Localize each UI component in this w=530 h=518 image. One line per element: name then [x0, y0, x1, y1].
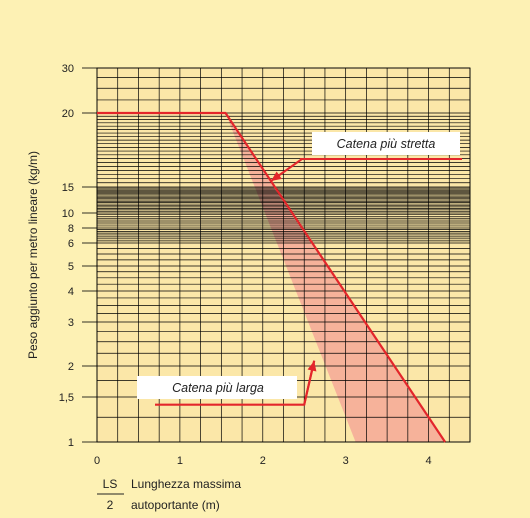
- y-axis-title: Peso aggiunto per metro lineare (kg/m): [26, 151, 40, 359]
- y-tick-label: 5: [68, 261, 74, 273]
- x-tick-label: 0: [94, 455, 100, 467]
- y-tick-labels: 1 1,5 2 3 4 5 6 8 10 15 20 30: [59, 63, 97, 449]
- x-axis-title: LS 2 Lunghezza massima autoportante (m): [97, 477, 241, 512]
- y-tick-label: 20: [62, 108, 74, 120]
- y-tick-label: 4: [68, 286, 74, 298]
- x-axis-title-2: 2: [107, 498, 114, 512]
- x-tick-labels: 0 1 2 3 4: [94, 455, 432, 467]
- y-tick-label: 2: [68, 361, 74, 373]
- y-tick-label: 3: [68, 317, 74, 329]
- x-tick-label: 2: [260, 455, 266, 467]
- x-tick-label: 3: [343, 455, 349, 467]
- y-tick-label: 1: [68, 437, 74, 449]
- callout-wide: Catena più larga: [137, 376, 297, 399]
- y-tick-label: 15: [62, 182, 74, 194]
- x-axis-title-ls: LS: [103, 477, 118, 491]
- x-tick-label: 1: [177, 455, 183, 467]
- y-tick-label: 8: [68, 223, 74, 235]
- callout-narrow-label: Catena più stretta: [337, 137, 436, 151]
- y-tick-label: 30: [62, 63, 74, 75]
- x-tick-label: 4: [425, 455, 431, 467]
- y-tick-label: 6: [68, 238, 74, 250]
- callout-wide-label: Catena più larga: [172, 381, 264, 395]
- callout-narrow: Catena più stretta: [312, 132, 460, 155]
- y-tick-label: 1,5: [59, 392, 74, 404]
- y-tick-label: 10: [62, 208, 74, 220]
- x-axis-title-line2: autoportante (m): [131, 498, 220, 512]
- x-axis-title-line1: Lunghezza massima: [131, 477, 241, 491]
